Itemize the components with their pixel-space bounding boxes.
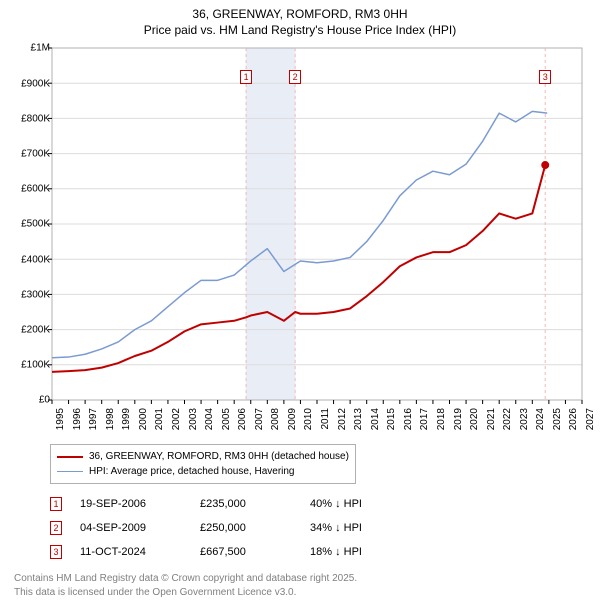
transaction-badge: 2 — [50, 521, 62, 535]
x-axis-label: 2019 — [453, 408, 464, 430]
x-axis-label: 2020 — [469, 408, 480, 430]
x-axis-label: 2001 — [154, 408, 165, 430]
y-axis-label: £100K — [10, 360, 50, 371]
x-axis-label: 2025 — [552, 408, 563, 430]
x-axis-label: 2023 — [519, 408, 530, 430]
x-axis-label: 2004 — [204, 408, 215, 430]
y-axis-label: £400K — [10, 254, 50, 265]
x-axis-label: 1999 — [121, 408, 132, 430]
chart-container: 36, GREENWAY, ROMFORD, RM3 0HH Price pai… — [0, 0, 600, 607]
x-axis-label: 2015 — [386, 408, 397, 430]
footer-attribution: Contains HM Land Registry data © Crown c… — [14, 572, 590, 599]
y-axis-label: £800K — [10, 113, 50, 124]
y-axis-label: £700K — [10, 148, 50, 159]
x-axis-label: 2016 — [403, 408, 414, 430]
transaction-vs-hpi: 18% ↓ HPI — [310, 546, 450, 558]
transaction-date: 04-SEP-2009 — [80, 522, 200, 534]
y-axis-label: £1M — [10, 43, 50, 54]
x-axis-label: 2007 — [254, 408, 265, 430]
legend-swatch — [57, 456, 83, 458]
legend-item: HPI: Average price, detached house, Have… — [57, 464, 349, 479]
y-axis-label: £500K — [10, 219, 50, 230]
transaction-price: £667,500 — [200, 546, 310, 558]
x-axis-label: 2008 — [270, 408, 281, 430]
transaction-vs-hpi: 34% ↓ HPI — [310, 522, 450, 534]
y-axis-label: £200K — [10, 324, 50, 335]
x-axis-label: 2002 — [171, 408, 182, 430]
chart-title: 36, GREENWAY, ROMFORD, RM3 0HH Price pai… — [10, 6, 590, 38]
x-axis-label: 2014 — [370, 408, 381, 430]
x-axis-label: 2006 — [237, 408, 248, 430]
title-line-1: 36, GREENWAY, ROMFORD, RM3 0HH — [10, 6, 590, 22]
y-axis-label: £300K — [10, 289, 50, 300]
y-axis-label: £600K — [10, 184, 50, 195]
x-axis-label: 2018 — [436, 408, 447, 430]
x-axis-label: 2005 — [221, 408, 232, 430]
x-axis-label: 1998 — [105, 408, 116, 430]
x-axis-label: 2010 — [303, 408, 314, 430]
transaction-badge: 3 — [50, 545, 62, 559]
y-axis-label: £0 — [10, 395, 50, 406]
legend-label: 36, GREENWAY, ROMFORD, RM3 0HH (detached… — [89, 449, 349, 464]
legend-swatch — [57, 471, 83, 472]
title-line-2: Price paid vs. HM Land Registry's House … — [10, 22, 590, 38]
legend-item: 36, GREENWAY, ROMFORD, RM3 0HH (detached… — [57, 449, 349, 464]
x-axis-label: 2013 — [353, 408, 364, 430]
transaction-price: £235,000 — [200, 498, 310, 510]
x-axis-label: 2021 — [486, 408, 497, 430]
x-axis-label: 2000 — [138, 408, 149, 430]
transaction-row: 3 11-OCT-2024£667,50018% ↓ HPI — [50, 540, 590, 564]
transaction-row: 1 19-SEP-2006£235,00040% ↓ HPI — [50, 492, 590, 516]
x-axis-label: 2022 — [502, 408, 513, 430]
legend: 36, GREENWAY, ROMFORD, RM3 0HH (detached… — [50, 444, 356, 484]
x-axis-label: 2012 — [337, 408, 348, 430]
transaction-price: £250,000 — [200, 522, 310, 534]
chart-area: £0 £100K £200K £300K £400K £500K £600K £700K £80… — [10, 42, 590, 442]
transaction-table: 1 19-SEP-2006£235,00040% ↓ HPI 2 04-SEP-200… — [50, 492, 590, 564]
event-marker: 2 — [289, 70, 301, 84]
x-axis-label: 1997 — [88, 408, 99, 430]
x-axis-label: 2026 — [568, 408, 579, 430]
x-axis-label: 2024 — [535, 408, 546, 430]
plot-svg — [10, 42, 590, 442]
x-axis-label: 1995 — [55, 408, 66, 430]
y-axis-label: £900K — [10, 78, 50, 89]
x-axis-label: 2003 — [188, 408, 199, 430]
transaction-date: 19-SEP-2006 — [80, 498, 200, 510]
footer-line-2: This data is licensed under the Open Gov… — [14, 586, 590, 600]
x-axis-label: 2017 — [419, 408, 430, 430]
transaction-badge: 1 — [50, 497, 62, 511]
x-axis-label: 2011 — [320, 408, 331, 430]
x-axis-label: 1996 — [72, 408, 83, 430]
transaction-row: 2 04-SEP-2009£250,00034% ↓ HPI — [50, 516, 590, 540]
legend-label: HPI: Average price, detached house, Have… — [89, 464, 295, 479]
transaction-vs-hpi: 40% ↓ HPI — [310, 498, 450, 510]
event-marker: 1 — [240, 70, 252, 84]
x-axis-label: 2027 — [585, 408, 596, 430]
footer-line-1: Contains HM Land Registry data © Crown c… — [14, 572, 590, 586]
event-marker: 3 — [539, 70, 551, 84]
transaction-date: 11-OCT-2024 — [80, 546, 200, 558]
x-axis-label: 2009 — [287, 408, 298, 430]
